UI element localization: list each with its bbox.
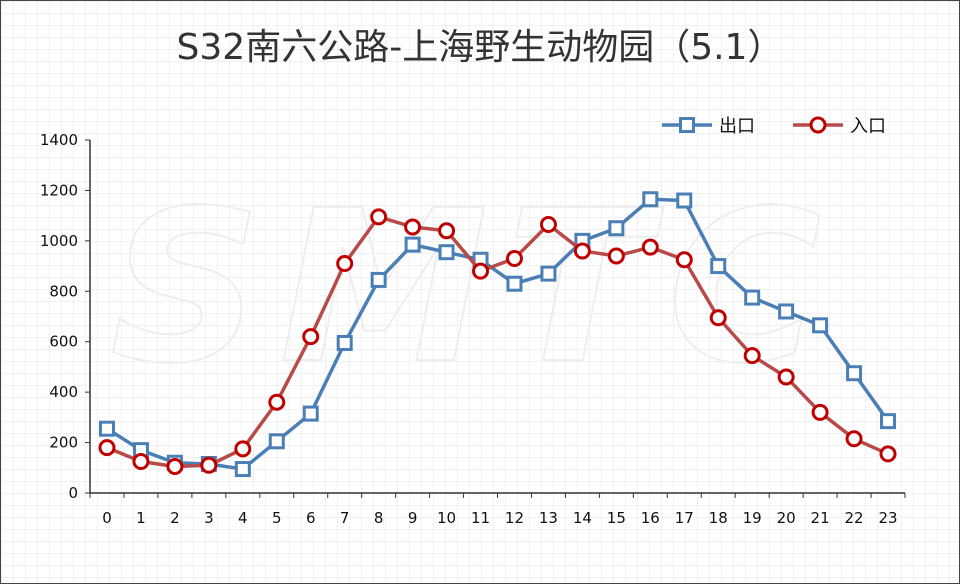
entry-point [370, 208, 388, 226]
x-tick-label: 14 [573, 509, 592, 527]
exit-point [268, 433, 285, 450]
entry-point [404, 218, 422, 236]
exit-point [98, 420, 115, 437]
entry-point [98, 439, 116, 457]
x-tick-label: 6 [306, 509, 316, 527]
exit-point [778, 303, 795, 320]
exit-point [336, 334, 353, 351]
x-tick-label: 16 [641, 509, 660, 527]
entry-point [709, 309, 727, 327]
x-tick-label: 20 [777, 509, 796, 527]
x-tick-label: 15 [607, 509, 626, 527]
x-tick-label: 18 [709, 509, 728, 527]
x-tick-label: 13 [539, 509, 558, 527]
exit-point [234, 461, 251, 478]
exit-point [710, 258, 727, 275]
x-tick-label: 21 [811, 509, 830, 527]
exit-point [880, 413, 897, 430]
y-tick-label: 800 [49, 282, 78, 300]
exit-point [744, 289, 761, 306]
entry-point [505, 250, 523, 268]
entry-point [845, 430, 863, 448]
entry-point [472, 262, 490, 280]
entry-point [777, 368, 795, 386]
y-tick-label: 600 [49, 333, 78, 351]
x-tick-label: 22 [845, 509, 864, 527]
y-tick-label: 200 [49, 434, 78, 452]
exit-point [608, 220, 625, 237]
legend-label-exit: 出口 [719, 116, 755, 137]
legend-marker-exit [679, 117, 695, 133]
y-tick-label: 1200 [40, 181, 78, 199]
x-tick-label: 12 [505, 509, 524, 527]
watermark-text: SMTC [110, 165, 840, 410]
entry-point [607, 247, 625, 265]
exit-point [846, 365, 863, 382]
entry-point [641, 238, 659, 256]
entry-point [675, 251, 693, 269]
x-tick-label: 11 [471, 509, 490, 527]
exit-point [506, 275, 523, 292]
entry-point [879, 445, 897, 463]
entry-point [539, 215, 557, 233]
exit-point [370, 271, 387, 288]
exit-point [302, 405, 319, 422]
exit-point [676, 192, 693, 209]
x-tick-label: 8 [374, 509, 384, 527]
exit-point [812, 317, 829, 334]
x-tick-label: 7 [340, 509, 350, 527]
x-tick-label: 2 [170, 509, 180, 527]
entry-point [234, 440, 252, 458]
entry-point [302, 328, 320, 346]
y-tick-label: 400 [49, 383, 78, 401]
x-tick-label: 9 [408, 509, 418, 527]
legend-label-entry: 入口 [850, 116, 886, 137]
entry-point [743, 347, 761, 365]
entry-point [573, 242, 591, 260]
entry-point [166, 458, 184, 476]
x-tick-label: 23 [878, 509, 897, 527]
legend-marker-entry [809, 116, 827, 134]
x-tick-label: 3 [204, 509, 214, 527]
exit-point [438, 244, 455, 261]
entry-point [268, 393, 286, 411]
exit-point [404, 236, 421, 253]
entry-point [200, 456, 218, 474]
exit-point [642, 191, 659, 208]
entry-point [438, 222, 456, 240]
x-tick-label: 19 [743, 509, 762, 527]
x-tick-label: 10 [437, 509, 456, 527]
exit-point [540, 265, 557, 282]
entry-point [132, 452, 150, 470]
x-tick-label: 4 [238, 509, 248, 527]
x-tick-label: 1 [136, 509, 146, 527]
x-tick-label: 5 [272, 509, 282, 527]
entry-point [336, 255, 354, 273]
x-tick-label: 0 [102, 509, 112, 527]
entry-point [811, 403, 829, 421]
x-tick-label: 17 [675, 509, 694, 527]
y-tick-label: 1400 [40, 131, 78, 149]
y-tick-label: 1000 [40, 232, 78, 250]
y-tick-label: 0 [68, 484, 78, 502]
chart-title: S32南六公路-上海野生动物园（5.1） [176, 27, 784, 68]
